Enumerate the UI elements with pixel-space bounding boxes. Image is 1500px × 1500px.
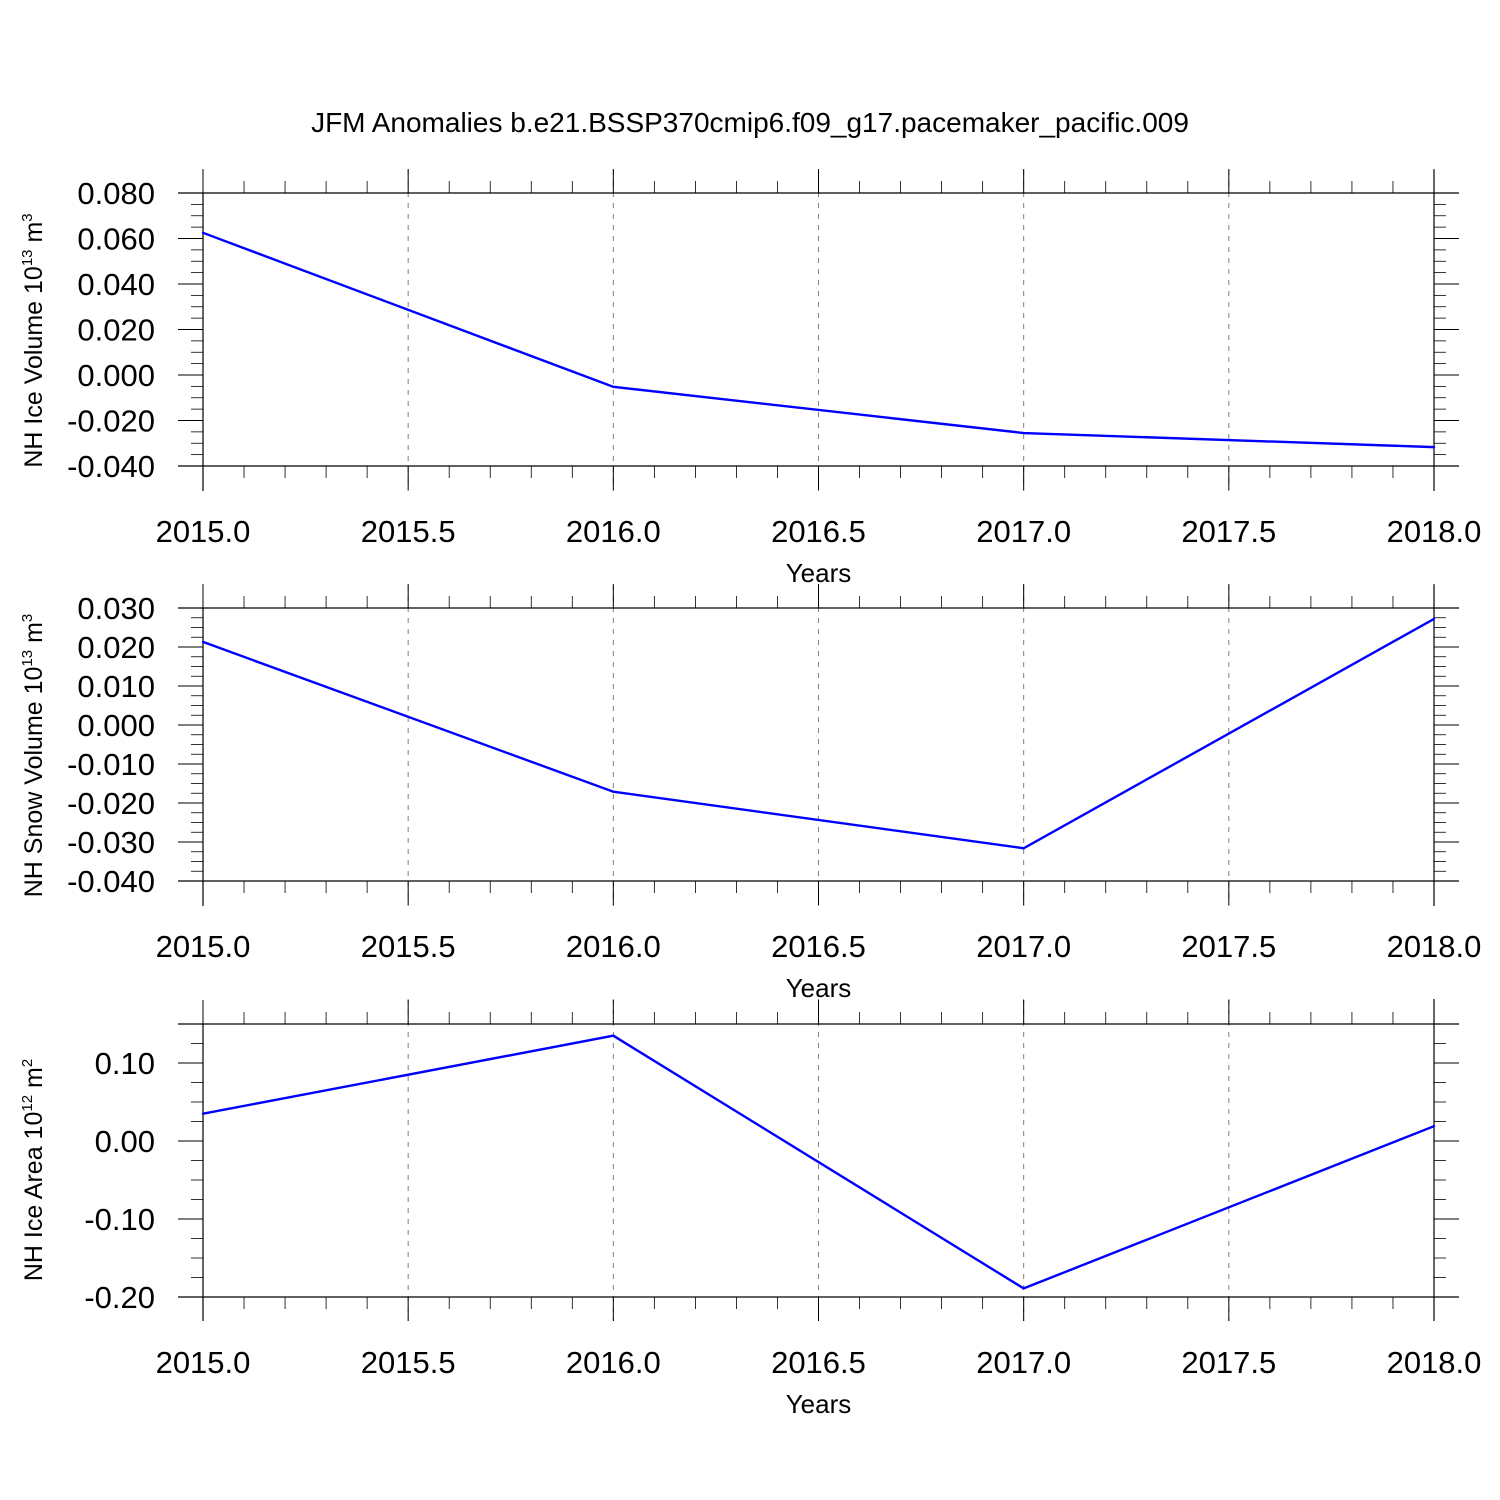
y-axis-title: NH Ice Area 1012 m2 [19,1059,48,1281]
y-axis-title-exponent: 13 [19,249,36,266]
x-tick-label: 2016.0 [566,1345,661,1380]
y-tick-label: 0.00 [95,1124,155,1159]
y-axis-title-unit-exponent: 3 [19,614,36,622]
y-tick-label: -0.030 [67,825,155,860]
data-point [1432,617,1436,621]
y-tick-label: -0.20 [84,1280,155,1315]
data-point [201,231,205,235]
x-tick-label: 2016.5 [771,514,866,549]
x-tick-label: 2016.5 [771,929,866,964]
y-tick-label: -0.020 [67,404,155,439]
series-line [202,1034,1435,1290]
y-axis-title-unit-exponent: 2 [19,1059,36,1067]
y-tick-label: 0.040 [77,267,155,302]
data-point [201,1112,205,1115]
x-tick-label: 2016.0 [566,514,661,549]
y-tick-label: 0.080 [77,176,155,211]
y-axis-title-unit: m [20,222,48,250]
panel-3: -0.20 -0.10 0.00 0.10 2015.0 2015.5 2016.0 2016… [19,999,1481,1419]
x-tick-label: 2018.0 [1387,929,1482,964]
data-point [201,640,205,644]
data-point [1022,431,1025,435]
x-tick-label: 2017.0 [976,929,1071,964]
data-point [1432,1124,1436,1128]
y-axis-title: NH Snow Volume 1013 m3 [19,614,48,898]
y-tick-label: 0.000 [77,358,155,393]
y-axis-title-text: NH Ice Volume 10 [20,266,48,468]
x-tick-label: 2017.5 [1181,1345,1276,1380]
x-tick-label: 2015.0 [156,514,251,549]
y-axis-title: NH Ice Volume 1013 m3 [19,213,48,467]
x-tick-label: 2017.0 [976,514,1071,549]
x-tick-label: 2015.0 [156,929,251,964]
data-point [1022,847,1025,850]
data-point [612,1034,615,1037]
data-point [1022,1287,1025,1290]
x-tick-label: 2018.0 [1387,514,1482,549]
x-axis-title: Years [786,1389,852,1419]
series-line [202,231,1435,449]
y-tick-label: 0.010 [77,669,155,704]
y-axis-title-unit: m [20,1067,48,1095]
data-point [612,790,615,793]
x-tick-label: 2015.0 [156,1345,251,1380]
chart-panels: -0.040 -0.020 0.000 0.020 0.040 0.060 0.080 201… [19,169,1481,1419]
x-tick-label: 2016.5 [771,1345,866,1380]
x-axis-title: Years [786,558,852,588]
chart-title: JFM Anomalies b.e21.BSSP370cmip6.f09_g17… [311,107,1189,138]
y-tick-label: 0.020 [77,630,155,665]
y-tick-label: 0.000 [77,708,155,743]
x-tick-label: 2017.5 [1181,929,1276,964]
y-tick-label: 0.030 [77,591,155,626]
y-tick-label: -0.020 [67,786,155,821]
y-tick-label: -0.040 [67,449,155,484]
y-axis-title-text: NH Snow Volume 10 [20,667,48,898]
y-axis-title-unit-exponent: 3 [19,213,36,221]
x-tick-label: 2018.0 [1387,1345,1482,1380]
x-axis-title: Years [786,973,852,1003]
panel-2: -0.040 -0.030 -0.020 -0.010 0.000 0.010 0.020 0… [19,584,1481,1003]
y-axis-title-exponent: 13 [19,650,36,667]
y-tick-label: -0.040 [67,864,155,899]
panel-1: -0.040 -0.020 0.000 0.020 0.040 0.060 0.080 201… [19,169,1481,588]
x-tick-label: 2015.5 [361,929,456,964]
y-tick-label: 0.020 [77,313,155,348]
x-tick-label: 2017.5 [1181,514,1276,549]
y-tick-label: 0.10 [95,1046,155,1081]
data-point [612,385,615,389]
x-tick-label: 2015.5 [361,514,456,549]
y-tick-label: 0.060 [77,222,155,257]
y-tick-label: -0.10 [84,1202,155,1237]
y-axis-title-exponent: 12 [19,1095,36,1112]
y-axis-title-unit: m [20,622,48,650]
x-tick-label: 2015.5 [361,1345,456,1380]
x-tick-label: 2017.0 [976,1345,1071,1380]
x-tick-label: 2016.0 [566,929,661,964]
y-tick-label: -0.010 [67,747,155,782]
y-axis-title-text: NH Ice Area 10 [20,1112,48,1282]
series-line [202,617,1435,850]
data-point [1432,445,1436,449]
